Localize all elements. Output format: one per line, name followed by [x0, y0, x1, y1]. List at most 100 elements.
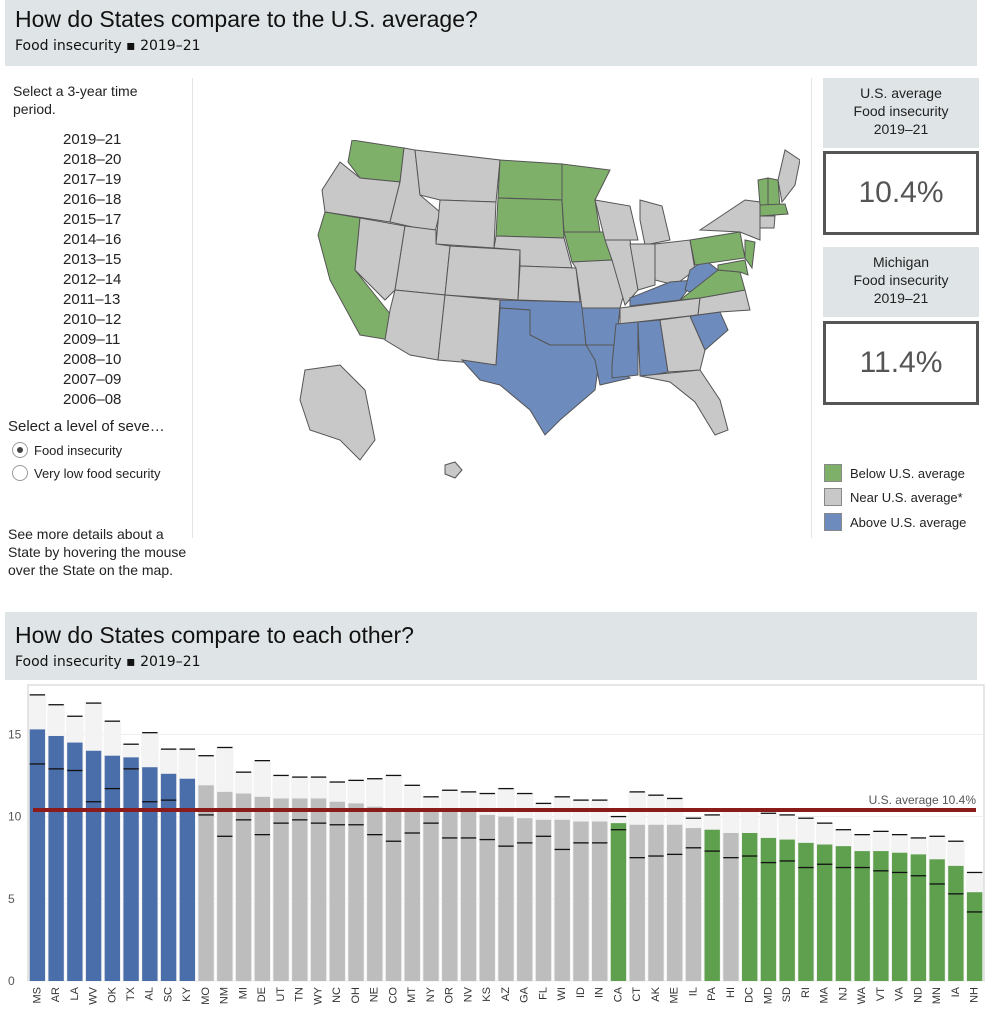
- state-CO[interactable]: [444, 245, 521, 301]
- state-NJ[interactable]: [744, 239, 756, 270]
- period-list: 2019–21 2018–20 2017–19 2016–18 2015–17 2014–…: [63, 130, 121, 410]
- severity-prompt: Select a level of seve…: [8, 418, 165, 435]
- map-section-subtitle: Food insecurity ▪ 2019–21: [15, 38, 201, 54]
- bar-FL: [535, 819, 552, 981]
- period-option[interactable]: 2018–20: [63, 151, 122, 168]
- bar-SD: [779, 839, 795, 981]
- bar-IN: [592, 821, 608, 981]
- x-tick-label: WA: [856, 986, 868, 1004]
- state-FL[interactable]: [639, 369, 729, 436]
- bar-MA: [816, 844, 833, 981]
- state-KS[interactable]: [517, 265, 581, 303]
- period-option[interactable]: 2015–17: [63, 211, 122, 228]
- period-option[interactable]: 2008–10: [63, 351, 122, 368]
- bar-AZ: [498, 816, 514, 981]
- divider: [192, 78, 193, 538]
- bar-SC: [160, 773, 177, 981]
- x-tick-label: CA: [612, 986, 624, 1002]
- x-tick-label: OR: [444, 987, 456, 1004]
- bar-MD: [760, 837, 777, 981]
- chart-section-header: How do States compare to each other? Foo…: [5, 612, 977, 680]
- x-tick-label: MT: [406, 987, 418, 1003]
- x-tick-label: MA: [819, 986, 831, 1003]
- state-AK[interactable]: [299, 364, 376, 461]
- period-option[interactable]: 2011–13: [63, 291, 121, 308]
- state-VA[interactable]: [678, 269, 746, 301]
- x-tick-label: WV: [88, 986, 100, 1004]
- bar-VA: [891, 852, 908, 981]
- chart-section-subtitle: Food insecurity ▪ 2019–21: [15, 654, 201, 670]
- severity-option-very-low[interactable]: Very low food security: [12, 465, 160, 481]
- bar-MI: [235, 793, 252, 981]
- period-option[interactable]: 2007–09: [63, 371, 122, 388]
- state-IN[interactable]: [629, 243, 656, 291]
- state-HI[interactable]: [444, 461, 463, 479]
- period-option[interactable]: 2012–14: [63, 271, 122, 288]
- period-option[interactable]: 2009–11: [63, 331, 121, 348]
- x-tick-label: WY: [312, 986, 324, 1004]
- severity-option-label: Food insecurity: [34, 442, 123, 458]
- x-tick-label: IA: [950, 986, 962, 997]
- x-tick-label: IL: [687, 987, 699, 996]
- bar-CA: [610, 823, 627, 981]
- bar-WI: [554, 819, 570, 981]
- bar-TX: [123, 757, 139, 981]
- period-option[interactable]: 2013–15: [63, 251, 122, 268]
- x-tick-label: LA: [69, 986, 81, 1000]
- state-NM[interactable]: [437, 294, 501, 366]
- state-MT[interactable]: [414, 149, 501, 203]
- bar-AL: [142, 767, 158, 981]
- bar-OH: [348, 803, 364, 981]
- x-tick-label: SD: [781, 987, 793, 1002]
- x-tick-label: DC: [744, 987, 756, 1003]
- bar-NY: [423, 809, 439, 981]
- state-NV[interactable]: [354, 217, 406, 301]
- x-tick-label: AR: [50, 987, 62, 1002]
- state-SD[interactable]: [495, 197, 565, 239]
- x-tick-label: VA: [894, 986, 906, 1001]
- y-tick-label: 10: [8, 810, 22, 824]
- state-WI[interactable]: [594, 199, 639, 241]
- legend-near: Near U.S. average*: [824, 488, 963, 506]
- state-AZ[interactable]: [384, 289, 446, 361]
- us-average-label: U.S. average 10.4%: [869, 793, 977, 807]
- state-ME[interactable]: [777, 149, 800, 204]
- state-ND[interactable]: [497, 159, 563, 201]
- state-MD[interactable]: [717, 259, 749, 276]
- radio-unselected-icon[interactable]: [12, 465, 28, 481]
- x-tick-label: PA: [706, 986, 718, 1001]
- state-GA[interactable]: [659, 315, 706, 373]
- x-tick-label: OH: [350, 987, 362, 1004]
- state-PA[interactable]: [689, 231, 746, 266]
- bar-ND: [910, 854, 927, 981]
- severity-option-food-insecurity[interactable]: Food insecurity: [12, 442, 122, 458]
- period-option[interactable]: 2019–21: [63, 131, 122, 148]
- x-tick-label: HI: [725, 987, 737, 998]
- period-option[interactable]: 2014–16: [63, 231, 122, 248]
- state-VT[interactable]: [757, 177, 769, 206]
- bar-MN: [929, 859, 945, 981]
- us-state-map[interactable]: [200, 140, 800, 500]
- us-average-value: 10.4%: [823, 151, 979, 235]
- x-tick-label: IN: [594, 987, 606, 998]
- period-option[interactable]: 2010–12: [63, 311, 122, 328]
- state-CT[interactable]: [759, 215, 776, 229]
- radio-selected-icon[interactable]: [12, 442, 28, 458]
- state-MS[interactable]: [611, 321, 639, 379]
- x-tick-label: MN: [931, 987, 943, 1004]
- bar-IL: [685, 828, 702, 981]
- state-MA[interactable]: [759, 203, 789, 217]
- state-WY[interactable]: [435, 199, 497, 249]
- period-option[interactable]: 2016–18: [63, 191, 122, 208]
- bar-CO: [385, 808, 402, 981]
- x-tick-label: CT: [631, 987, 643, 1002]
- x-tick-label: MS: [31, 987, 43, 1004]
- state-OH[interactable]: [654, 239, 696, 286]
- bar-WY: [310, 798, 327, 981]
- period-option[interactable]: 2017–19: [63, 171, 122, 188]
- x-tick-label: NC: [331, 987, 343, 1003]
- bar-MS: [29, 729, 46, 981]
- period-option[interactable]: 2006–08: [63, 391, 122, 408]
- state-MI[interactable]: [639, 199, 671, 246]
- state-TX[interactable]: [460, 307, 601, 436]
